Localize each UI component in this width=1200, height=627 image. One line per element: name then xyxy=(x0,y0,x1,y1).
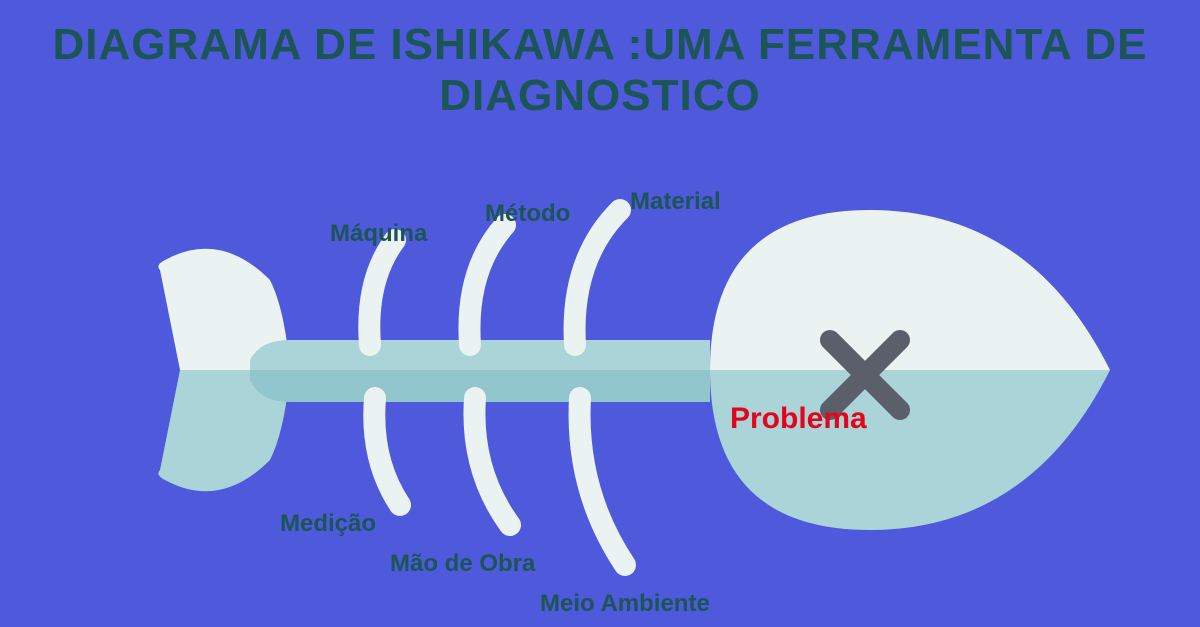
title-line1: Diagrama de Ishikawa :Uma ferramenta de xyxy=(53,20,1148,69)
bone-top-1 xyxy=(369,240,395,345)
bone-label-medicao: Medição xyxy=(280,510,376,538)
fish-head-bottom xyxy=(710,370,1110,530)
fish-head-top xyxy=(710,210,1110,370)
problem-label: Problema xyxy=(730,402,867,436)
bone-top-3 xyxy=(575,210,620,345)
bone-label-maquina: Máquina xyxy=(330,220,427,248)
bone-bottom-1 xyxy=(374,398,400,505)
bone-top-2 xyxy=(469,225,505,345)
fish-svg xyxy=(150,170,1150,610)
bone-label-material: Material xyxy=(630,188,721,216)
bone-label-meio-ambiente: Meio Ambiente xyxy=(540,590,710,618)
title-line2: diagnostico xyxy=(439,71,760,120)
bone-bottom-3 xyxy=(580,398,625,565)
bone-label-mao-de-obra: Mão de Obra xyxy=(390,550,535,578)
fishbone-diagram: Máquina Método Material Medição Mão de O… xyxy=(150,170,1150,610)
bone-label-metodo: Método xyxy=(485,200,570,228)
bone-bottom-2 xyxy=(474,398,510,525)
diagram-title: Diagrama de Ishikawa :Uma ferramenta de … xyxy=(0,20,1200,121)
